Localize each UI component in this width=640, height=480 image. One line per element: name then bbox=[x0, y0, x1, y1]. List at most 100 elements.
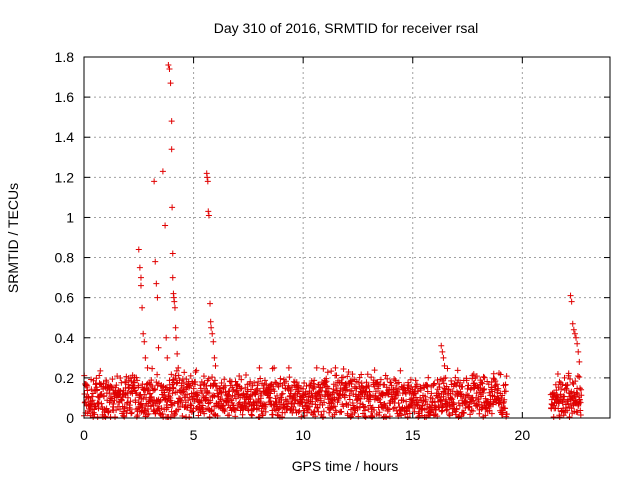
data-point bbox=[148, 377, 155, 384]
data-point bbox=[363, 379, 370, 386]
data-point bbox=[184, 404, 191, 411]
data-point bbox=[104, 408, 111, 415]
data-point bbox=[344, 386, 350, 393]
data-point bbox=[261, 377, 268, 384]
data-point bbox=[175, 372, 182, 379]
data-point bbox=[364, 371, 371, 378]
data-point bbox=[167, 80, 174, 87]
data-point bbox=[199, 402, 206, 409]
data-point bbox=[429, 395, 436, 402]
data-point bbox=[124, 394, 131, 401]
data-point bbox=[136, 264, 143, 271]
data-point bbox=[368, 374, 375, 381]
data-point bbox=[572, 378, 579, 385]
data-point bbox=[463, 377, 470, 384]
data-point bbox=[340, 366, 347, 373]
data-point bbox=[192, 368, 199, 375]
data-point bbox=[109, 376, 116, 383]
data-point bbox=[154, 371, 161, 378]
data-point bbox=[556, 413, 563, 420]
data-point bbox=[488, 379, 495, 386]
data-point bbox=[395, 379, 402, 386]
data-point bbox=[134, 412, 141, 419]
data-point bbox=[139, 304, 146, 311]
data-point bbox=[212, 362, 219, 369]
data-point bbox=[133, 389, 140, 396]
data-point bbox=[114, 373, 121, 380]
data-point bbox=[392, 384, 399, 391]
data-point bbox=[577, 385, 584, 392]
data-point bbox=[346, 396, 353, 403]
data-point bbox=[561, 374, 568, 381]
data-point bbox=[577, 399, 584, 406]
data-point bbox=[151, 178, 158, 185]
data-point bbox=[468, 384, 475, 391]
data-point bbox=[443, 396, 450, 403]
data-point bbox=[503, 411, 510, 418]
data-point bbox=[482, 404, 489, 411]
data-point bbox=[476, 401, 483, 408]
data-point bbox=[375, 385, 382, 392]
y-tick-label: 1 bbox=[66, 209, 74, 225]
data-point bbox=[207, 397, 214, 404]
data-point bbox=[434, 377, 441, 384]
data-point bbox=[140, 396, 147, 403]
data-point bbox=[233, 395, 240, 402]
data-point bbox=[282, 378, 289, 385]
data-point bbox=[575, 348, 582, 355]
data-point bbox=[205, 390, 212, 397]
data-point bbox=[439, 348, 446, 355]
data-point bbox=[455, 400, 462, 407]
data-point bbox=[564, 398, 571, 405]
data-point bbox=[564, 381, 571, 388]
data-point bbox=[371, 383, 378, 390]
data-point bbox=[295, 409, 302, 416]
data-point bbox=[442, 374, 449, 381]
data-point bbox=[209, 330, 216, 337]
data-point bbox=[362, 413, 369, 420]
data-point bbox=[331, 403, 338, 410]
data-point bbox=[424, 388, 431, 395]
data-point bbox=[192, 378, 199, 385]
data-point bbox=[406, 410, 413, 417]
data-point bbox=[200, 381, 207, 388]
data-point bbox=[112, 413, 119, 420]
data-point bbox=[91, 411, 98, 418]
data-point bbox=[419, 402, 426, 409]
data-point bbox=[152, 258, 159, 265]
data-point bbox=[128, 410, 135, 417]
data-point bbox=[479, 380, 486, 387]
data-point bbox=[95, 405, 102, 412]
data-point bbox=[148, 403, 155, 410]
data-point bbox=[578, 386, 585, 393]
data-point bbox=[288, 399, 295, 406]
data-point bbox=[439, 401, 446, 408]
data-point bbox=[168, 146, 175, 153]
data-point bbox=[209, 374, 216, 381]
data-point bbox=[391, 375, 398, 382]
data-point bbox=[392, 395, 399, 402]
data-point bbox=[325, 385, 332, 392]
data-point bbox=[438, 342, 445, 349]
data-point bbox=[554, 371, 561, 378]
data-point bbox=[554, 392, 561, 399]
data-point bbox=[201, 410, 208, 417]
data-point bbox=[451, 401, 458, 408]
data-point bbox=[247, 378, 254, 385]
data-point bbox=[340, 374, 347, 381]
data-point bbox=[576, 373, 583, 380]
data-point bbox=[565, 370, 572, 377]
x-tick-label: 20 bbox=[515, 427, 531, 443]
data-point bbox=[193, 367, 200, 374]
data-point bbox=[178, 397, 185, 404]
data-point bbox=[89, 397, 96, 404]
data-point bbox=[276, 405, 283, 412]
data-point bbox=[187, 401, 194, 408]
data-point bbox=[351, 404, 358, 411]
data-point bbox=[300, 385, 307, 392]
data-point bbox=[355, 413, 362, 420]
data-point bbox=[503, 373, 510, 380]
data-point bbox=[311, 377, 318, 384]
data-point bbox=[205, 375, 212, 382]
data-point bbox=[332, 383, 339, 390]
